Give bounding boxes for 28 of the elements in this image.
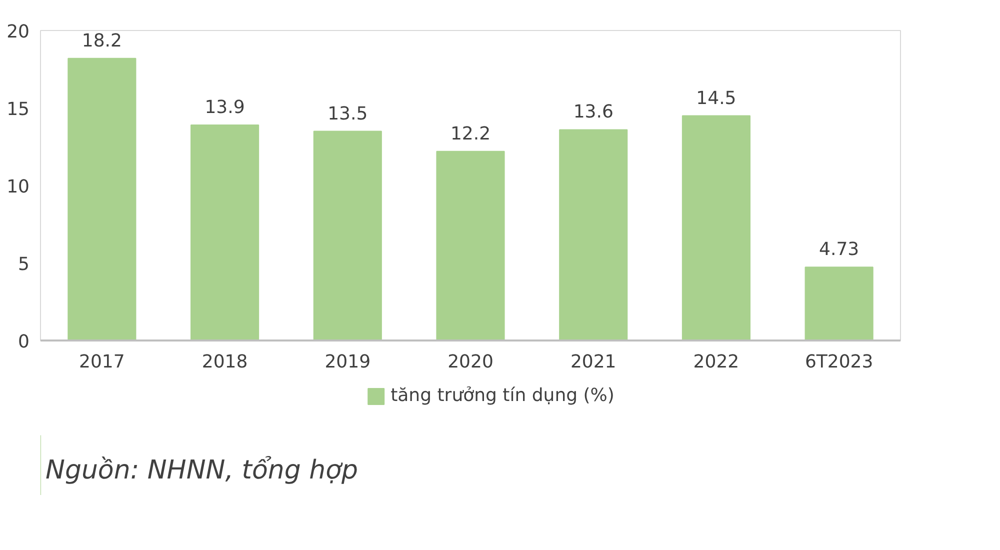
x-tick-label: 2020 (448, 352, 494, 372)
data-label: 12.2 (450, 123, 491, 144)
x-tick-label: 2021 (570, 352, 616, 372)
data-label: 18.2 (82, 30, 122, 52)
data-label: 4.73 (819, 239, 860, 260)
bar (559, 129, 628, 340)
text: Nguồn: NHNN, tổng hợp (46, 456, 358, 486)
x-tick-label: 6T2023 (804, 352, 874, 372)
data-label: 13.6 (573, 102, 614, 123)
y-tick-label: 5 (18, 254, 30, 275)
legend-label: tăng trưởng tín dụng (%) (390, 385, 614, 406)
bar (436, 150, 505, 340)
data-label: 14.5 (696, 88, 736, 109)
bar (804, 266, 874, 340)
x-tick-label: 2017 (79, 352, 125, 372)
y-tick-label: 0 (18, 332, 30, 352)
y-tick-label: 20 (6, 22, 30, 42)
x-tick-label: 2019 (324, 352, 371, 372)
bar (68, 58, 136, 340)
y-tick-label: 15 (6, 99, 30, 120)
bar (313, 130, 382, 340)
x-tick-label: 2018 (202, 352, 248, 372)
bar (190, 124, 260, 340)
data-label: 13.5 (328, 103, 368, 124)
bar (682, 115, 750, 340)
y-tick-label: 10 (6, 176, 30, 198)
x-tick-label: 2022 (693, 352, 740, 372)
data-label: 13.9 (204, 97, 245, 118)
